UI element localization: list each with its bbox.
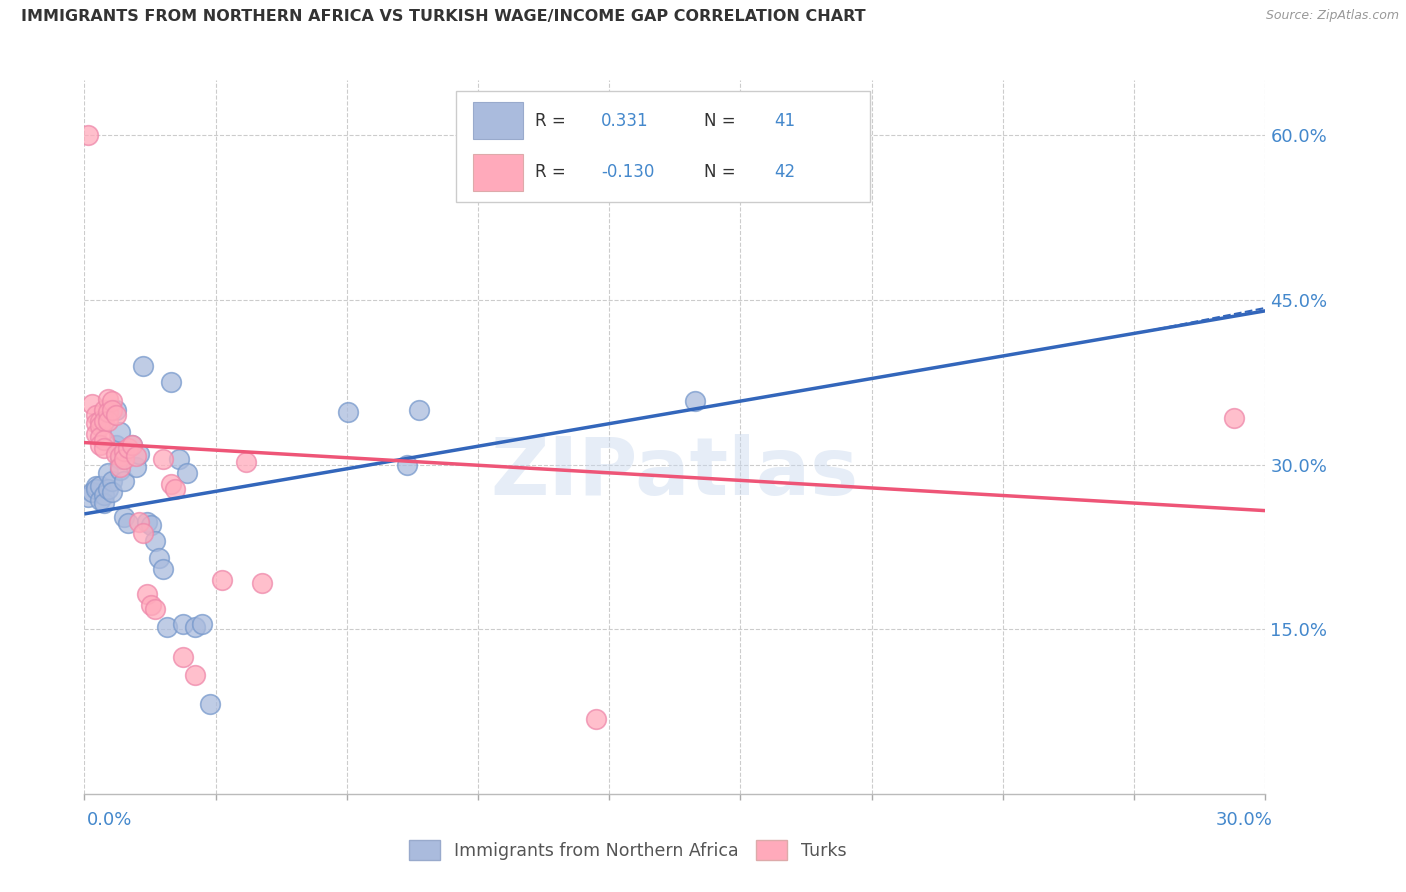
Point [112,444,135,458]
Point [84,426,107,441]
Text: 30.0%: 30.0% [1216,811,1272,829]
Point [337,405,360,419]
Point [101,485,124,500]
Point [93,441,115,455]
Point [156,620,179,634]
Text: IMMIGRANTS FROM NORTHERN AFRICA VS TURKISH WAGE/INCOME GAP CORRELATION CHART: IMMIGRANTS FROM NORTHERN AFRICA VS TURKI… [21,9,866,24]
Point [112,452,135,467]
Point [143,534,166,549]
Point [148,550,170,565]
Point [108,463,131,477]
Point [124,459,146,474]
Point [124,449,146,463]
Point [396,458,419,472]
Text: ZIPatlas: ZIPatlas [491,434,859,512]
Point [136,587,159,601]
Point [183,668,205,682]
Point [82,485,104,500]
Point [191,616,214,631]
Point [93,434,115,448]
Text: 0.0%: 0.0% [87,811,132,829]
Point [585,712,607,726]
Text: Source: ZipAtlas.com: Source: ZipAtlas.com [1265,9,1399,22]
Point [172,616,194,631]
Point [183,620,205,634]
Point [84,482,107,496]
Point [89,419,111,434]
Point [104,446,127,460]
Point [84,416,107,430]
Point [101,393,124,408]
Point [141,517,163,532]
Point [93,402,115,417]
Point [235,455,257,469]
Point [101,402,124,417]
Point [132,525,155,540]
Point [200,697,222,711]
Point [1223,411,1246,425]
Point [160,477,183,491]
Point [683,393,706,408]
Point [121,438,143,452]
Point [97,482,120,496]
Point [172,649,194,664]
Point [97,467,120,481]
Point [97,392,120,406]
Point [163,482,186,496]
Point [117,441,139,455]
Point [108,452,131,467]
Point [93,488,115,502]
Point [84,479,107,493]
Point [160,375,183,389]
Point [101,474,124,488]
Point [112,474,135,488]
Point [108,425,131,439]
Point [97,405,120,419]
Point [93,414,115,428]
Point [176,467,198,481]
Point [89,479,111,493]
Point [108,449,131,463]
Point [211,573,233,587]
Point [97,414,120,428]
Point [117,516,139,530]
Point [89,438,111,452]
Point [141,598,163,612]
Legend: Immigrants from Northern Africa, Turks: Immigrants from Northern Africa, Turks [402,833,853,867]
Point [408,402,430,417]
Point [89,414,111,428]
Point [167,452,190,467]
Point [89,430,111,444]
Point [136,515,159,529]
Point [112,510,135,524]
Point [93,496,115,510]
Point [250,576,273,591]
Point [132,359,155,373]
Point [104,408,127,422]
Point [152,452,174,467]
Point [104,402,127,417]
Point [108,459,131,474]
Point [128,446,150,460]
Point [128,515,150,529]
Point [143,602,166,616]
Point [82,397,104,411]
Point [121,438,143,452]
Point [84,408,107,422]
Point [89,492,111,507]
Point [152,562,174,576]
Point [104,438,127,452]
Point [77,128,100,143]
Point [77,491,100,505]
